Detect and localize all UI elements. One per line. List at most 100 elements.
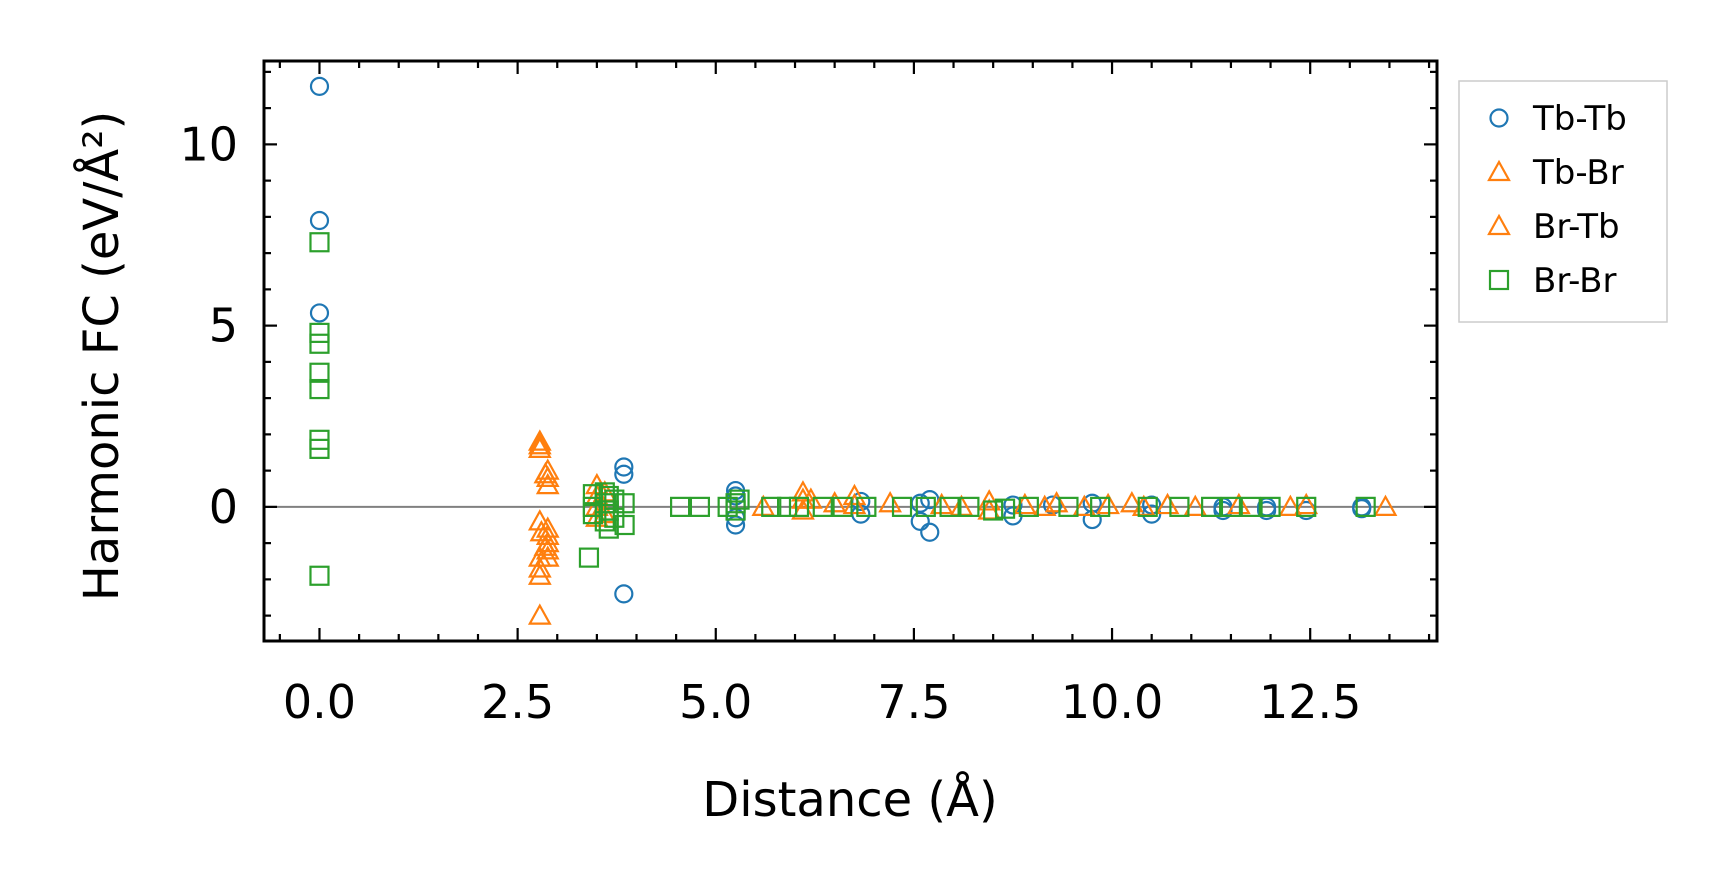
tb-br-point	[1294, 492, 1319, 515]
br-br-point	[832, 496, 853, 517]
tb-tb-point	[614, 457, 634, 477]
plot-frame	[262, 59, 1439, 643]
br-br-point	[725, 500, 746, 521]
tb-br-point	[1072, 494, 1097, 516]
br-tb-point	[1278, 494, 1303, 516]
plot-border	[262, 59, 1439, 643]
br-br-point	[776, 496, 798, 517]
br-br-point	[761, 496, 782, 517]
legend-marker-tb-tb	[1489, 108, 1509, 128]
tb-tb-point	[309, 210, 330, 231]
br-br-point	[1137, 496, 1158, 517]
br-br-point	[309, 438, 330, 459]
tb-br-point	[527, 436, 552, 458]
tb-tb-point	[1142, 495, 1162, 515]
y-tick-label: 5	[209, 299, 238, 353]
br-br-point	[1355, 496, 1376, 517]
br-br-point	[604, 507, 625, 528]
legend-item-tb-tb: Tb-Tb	[1489, 99, 1627, 139]
legend-item-br-br: Br-Br	[1488, 261, 1617, 301]
br-br-point	[598, 518, 619, 539]
br-br-point	[689, 496, 711, 517]
tb-tb-point	[910, 511, 930, 531]
tb-br-point	[535, 523, 560, 545]
br-br-point	[729, 489, 750, 510]
br-br-point	[614, 514, 635, 536]
br-br-point	[812, 496, 833, 517]
br-br-point	[1296, 496, 1317, 517]
tb-br-point	[878, 490, 902, 513]
series-br-br	[309, 232, 1376, 586]
br-br-point	[309, 232, 330, 253]
y-tick-label: 10	[179, 117, 238, 171]
tb-br-point	[527, 603, 552, 625]
tb-br-point	[535, 472, 560, 495]
br-br-point	[1260, 496, 1281, 517]
tb-tb-point	[920, 522, 940, 542]
legend-label-tb-br: Tb-Br	[1532, 153, 1624, 193]
br-tb-point	[1155, 492, 1180, 515]
tb-br-point	[527, 429, 552, 451]
series-br-tb	[527, 432, 1303, 556]
br-br-point	[1201, 496, 1222, 517]
tb-br-point	[1119, 490, 1144, 513]
br-br-point	[1090, 496, 1111, 517]
br-br-point	[309, 565, 330, 586]
br-br-point	[309, 322, 330, 343]
tb-tb-point	[614, 584, 634, 604]
plot-area	[264, 61, 1437, 641]
data-points	[309, 76, 1398, 625]
y-tick-label: 0	[209, 480, 238, 534]
br-br-point	[598, 485, 619, 507]
tb-br-point	[527, 556, 552, 578]
x-axis-label: Distance (Å)	[702, 771, 997, 828]
br-br-point	[1169, 496, 1190, 517]
br-br-point	[1220, 496, 1242, 517]
br-br-point	[891, 496, 913, 517]
tb-tb-point	[309, 76, 330, 96]
tb-br-point	[1044, 490, 1069, 513]
legend-marker-br-tb	[1487, 213, 1511, 236]
tb-tb-point	[1256, 500, 1277, 521]
tb-br-point	[527, 563, 552, 585]
br-br-point	[1240, 496, 1261, 517]
x-tick-label: 10.0	[1061, 675, 1163, 729]
tb-br-point	[1183, 494, 1208, 516]
legend-item-br-tb: Br-Tb	[1487, 207, 1620, 247]
br-tb-point	[529, 519, 554, 542]
br-tb-point	[533, 534, 558, 556]
x-tick-label: 7.5	[877, 675, 950, 729]
tb-tb-point	[1043, 495, 1063, 515]
br-tb-point	[533, 461, 558, 484]
br-br-point	[614, 493, 635, 514]
tb-tb-point	[309, 303, 330, 323]
br-br-point	[578, 547, 600, 568]
tick-labels: 0.0 2.5 5.0 7.5 10.0 12.5 0 5 10	[179, 117, 1361, 729]
legend-item-tb-br: Tb-Br	[1487, 153, 1624, 193]
br-br-point	[856, 496, 877, 517]
x-tick-label: 2.5	[481, 675, 554, 729]
br-br-point	[959, 496, 980, 517]
br-br-point	[939, 496, 960, 517]
tb-tb-point	[614, 464, 634, 484]
br-br-point	[915, 496, 936, 517]
legend-label-br-tb: Br-Tb	[1533, 207, 1620, 247]
tb-br-point	[842, 483, 867, 506]
br-tb-point	[1032, 494, 1057, 516]
tb-br-point	[1373, 494, 1398, 516]
br-br-point	[309, 378, 330, 400]
legend-box	[1458, 80, 1668, 323]
br-br-point	[1058, 496, 1079, 517]
br-tb-point	[527, 432, 552, 455]
y-axis-label: Harmonic FC (eV/Å²)	[73, 111, 130, 601]
br-br-point	[669, 496, 691, 517]
br-br-point	[788, 496, 810, 517]
tb-br-point	[527, 509, 552, 531]
br-br-point	[994, 498, 1016, 519]
legend: Tb-Tb Tb-Br Br-Tb Br-Br	[1458, 80, 1668, 323]
br-br-point	[309, 333, 330, 354]
legend-marker-tb-br	[1487, 159, 1511, 182]
x-tick-label: 5.0	[679, 675, 752, 729]
x-tick-label: 12.5	[1259, 675, 1361, 729]
